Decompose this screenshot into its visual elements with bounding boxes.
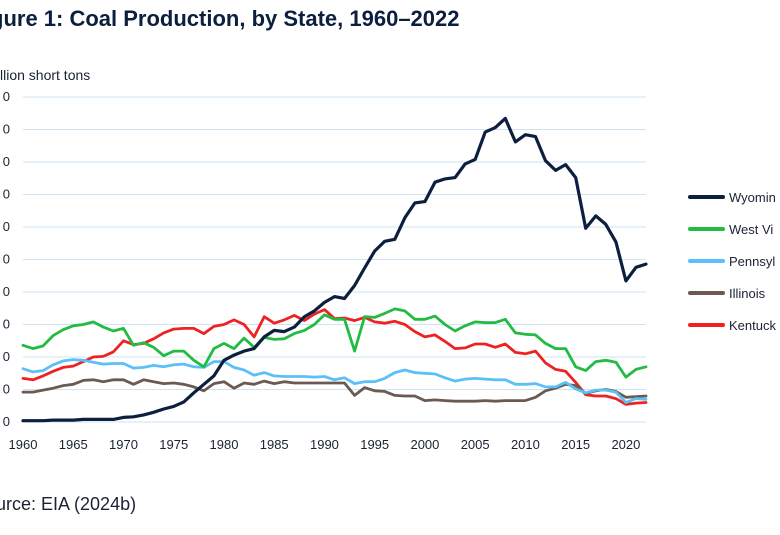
x-tick-label: 2015 [561,437,590,452]
legend-label: Illinois [729,286,766,301]
x-tick-label: 1960 [9,437,38,452]
y-tick-label: 0 [3,219,10,234]
y-tick-label: 0 [3,284,10,299]
y-tick-label: 0 [3,89,10,104]
x-tick-label: 1990 [310,437,339,452]
y-tick-label: 0 [3,317,10,332]
y-tick-label: 0 [3,122,10,137]
x-tick-label: 1980 [210,437,239,452]
x-tick-label: 1965 [59,437,88,452]
x-tick-label: 2005 [461,437,490,452]
series-line-west-vi [21,307,648,379]
y-tick-label: 0 [3,414,10,429]
y-tick-labels: 0 0 0 0 0 0 0 0 0 0 0 [3,89,10,429]
series-line-pennsyl [21,358,648,404]
legend-label: West Vi [729,222,773,237]
source-note: urce: EIA (2024b) [0,494,137,514]
y-tick-label: 0 [3,252,10,267]
chart-title: gure 1: Coal Production, by State, 1960–… [0,6,460,31]
x-tick-label: 2020 [611,437,640,452]
x-tick-label: 2010 [511,437,540,452]
y-tick-label: 0 [3,349,10,364]
x-tick-label: 1970 [109,437,138,452]
series-line-wyomin [21,116,648,423]
series-lines [21,116,648,423]
x-tick-label: 1985 [260,437,289,452]
x-tick-label: 1975 [159,437,188,452]
x-tick-labels: 1960 1965 1970 1975 1980 1985 1990 1995 2000 2005… [9,437,641,452]
x-tick-label: 2000 [410,437,439,452]
y-tick-label: 0 [3,382,10,397]
x-tick-label: 1995 [360,437,389,452]
legend: Wyomin West Vi Pennsyl Illinois Kentuck [688,190,776,333]
legend-label: Kentuck [729,318,776,333]
y-tick-label: 0 [3,154,10,169]
legend-label: Wyomin [729,190,776,205]
y-tick-label: 0 [3,187,10,202]
y-axis-label: llion short tons [0,67,90,83]
legend-label: Pennsyl [729,254,775,269]
gridlines [23,96,646,423]
series-line-illinois [21,378,648,403]
